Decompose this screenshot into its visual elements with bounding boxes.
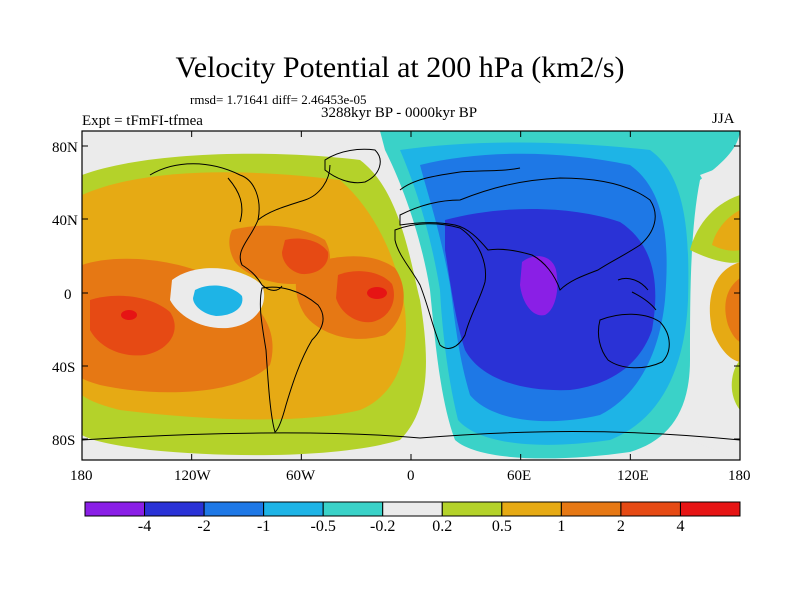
lon-tick-label: 0 xyxy=(407,468,415,484)
lon-tick-label: 60E xyxy=(507,468,532,484)
colorbar-swatch xyxy=(203,501,265,517)
colorbar-swatch xyxy=(441,501,503,517)
contour-2-caribbean xyxy=(282,238,329,275)
positive-anomaly-region xyxy=(82,153,426,456)
contour-4-atlantic xyxy=(367,287,387,299)
dateline-region xyxy=(690,160,740,460)
colorbar-label: -1 xyxy=(256,518,271,535)
colorbar-label: -0.5 xyxy=(310,518,336,535)
africa-outline xyxy=(394,223,487,349)
colorbar-swatch xyxy=(263,501,324,517)
colorbar-swatch xyxy=(382,501,443,517)
colorbar-label: -0.2 xyxy=(370,518,396,535)
season-label: JJA xyxy=(712,111,735,127)
europe-north-outline xyxy=(399,167,521,191)
colorbar-label: 2 xyxy=(616,518,625,535)
contour-pos-nw-inner xyxy=(712,210,740,251)
lat-tick-label: 80S xyxy=(52,433,76,449)
lon-tick-label: 120W xyxy=(174,468,211,484)
coastlines xyxy=(82,148,740,441)
contour-pos-dateline-inner xyxy=(725,278,740,342)
contour-negative-pocket xyxy=(193,285,243,316)
lon-tick-label: 180 xyxy=(70,468,93,484)
lat-tick-label: 80N xyxy=(52,140,78,156)
australia-outline xyxy=(597,313,670,369)
contour-pos-sw xyxy=(731,360,740,410)
lat-tick-label: 0 xyxy=(64,287,72,303)
maritime-continent-outline xyxy=(617,277,657,311)
colorbar-swatch xyxy=(620,501,681,517)
stats-text: rmsd= 1.71641 diff= 2.46453e-05 xyxy=(190,92,367,107)
experiment-label: Expt = tFmFI-tfmea xyxy=(82,113,203,129)
map-title: Velocity Potential at 200 hPa (km2/s) xyxy=(175,51,625,84)
greenland-outline xyxy=(324,148,381,184)
lat-tick-label: 40N xyxy=(52,213,78,229)
lon-tick-label: 60W xyxy=(286,468,316,484)
period-label: 3288kyr BP - 0000kyr BP xyxy=(321,105,478,121)
negative-anomaly-region xyxy=(380,131,740,459)
colorbar-swatch xyxy=(679,501,741,517)
map-field xyxy=(82,131,740,460)
contour-neg-4 xyxy=(520,256,558,316)
colorbar-swatch xyxy=(560,501,622,517)
lon-tick-label: 180 xyxy=(728,468,751,484)
south-america-outline xyxy=(259,286,324,433)
colorbar-swatch xyxy=(84,501,146,517)
lon-tick-label: 120E xyxy=(617,468,649,484)
colorbar-swatch xyxy=(144,501,205,517)
colorbar-label: 4 xyxy=(676,518,685,535)
colorbar-label: 1 xyxy=(557,518,566,535)
eurasia-outline xyxy=(399,177,656,291)
colorbar xyxy=(84,501,741,517)
lat-tick-label: 40S xyxy=(52,360,76,376)
colorbar-label: 0.5 xyxy=(491,518,512,535)
colorbar-swatch xyxy=(501,501,562,517)
colorbar-label: -2 xyxy=(197,518,211,535)
colorbar-swatch xyxy=(322,501,384,517)
antarctica-outline xyxy=(82,431,740,441)
north-america-outline xyxy=(149,163,331,291)
colorbar-label: -4 xyxy=(137,518,152,535)
contour-4-pacific xyxy=(121,310,137,320)
axis-ticks xyxy=(81,131,741,460)
contour-2-pacific xyxy=(90,295,175,356)
contour-2-atlantic xyxy=(336,271,394,323)
colorbar-label: 0.2 xyxy=(432,518,453,535)
